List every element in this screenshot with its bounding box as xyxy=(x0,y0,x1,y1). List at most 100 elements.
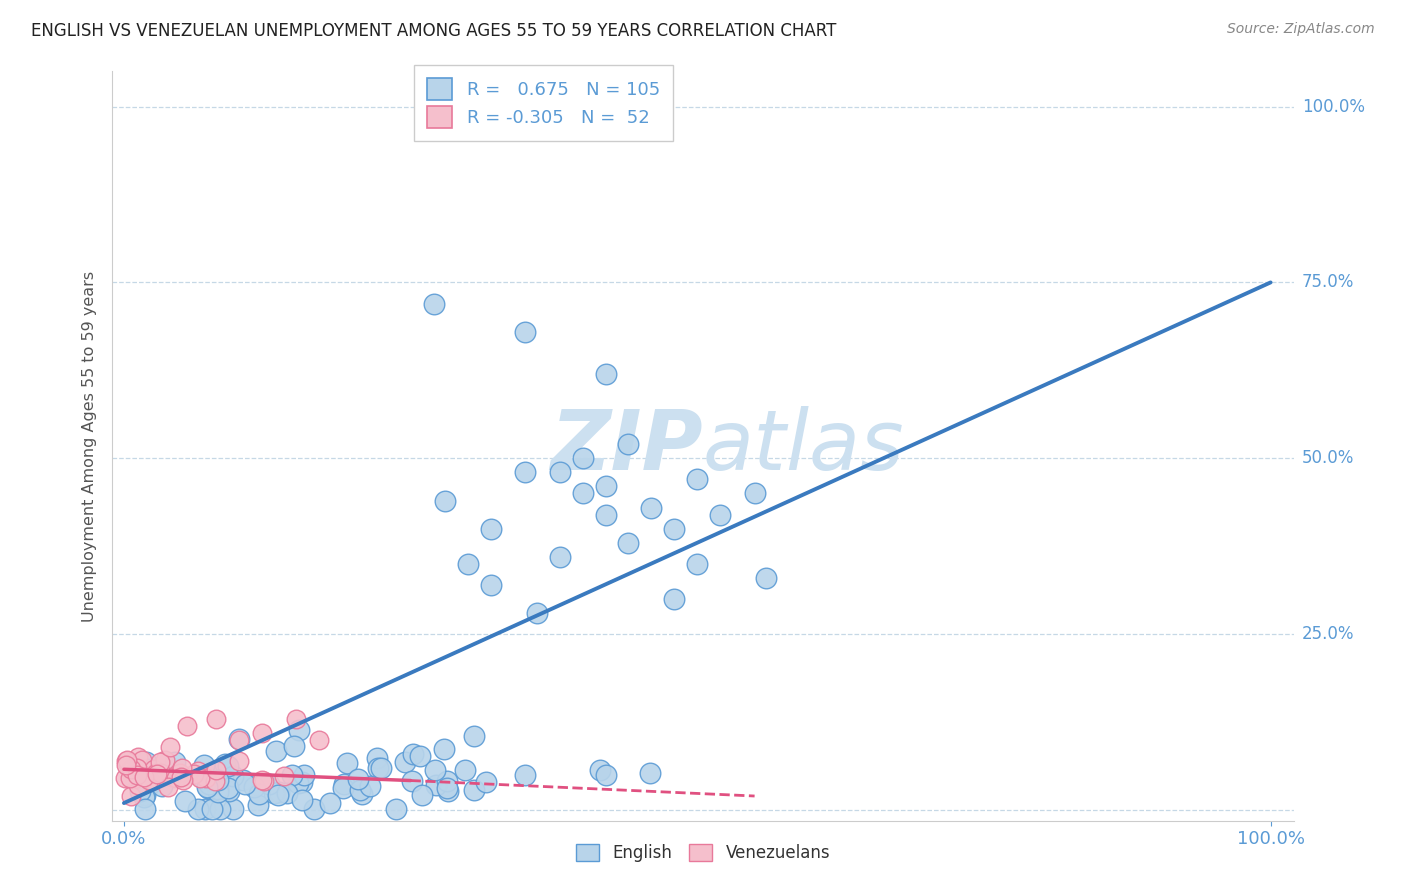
Point xyxy=(169,766,191,780)
Text: atlas: atlas xyxy=(703,406,904,486)
Point xyxy=(142,762,165,776)
Point xyxy=(193,758,215,772)
Point xyxy=(250,725,273,739)
Point xyxy=(253,773,276,788)
Point xyxy=(143,773,166,788)
Point xyxy=(463,729,485,743)
Point xyxy=(283,739,305,753)
Point xyxy=(187,764,209,778)
Point xyxy=(114,771,136,785)
Point xyxy=(436,773,458,788)
Point xyxy=(118,771,141,785)
Point xyxy=(209,802,232,816)
Point xyxy=(217,781,239,796)
Point xyxy=(433,742,456,756)
Point xyxy=(292,767,315,781)
Point xyxy=(207,781,229,796)
Point xyxy=(159,739,181,754)
Point xyxy=(425,763,447,777)
Point xyxy=(664,592,686,607)
Text: 50.0%: 50.0% xyxy=(1302,450,1354,467)
Point xyxy=(195,771,218,785)
Point xyxy=(515,325,537,339)
Point xyxy=(457,557,479,571)
Point xyxy=(207,785,229,799)
Point xyxy=(204,774,226,789)
Point xyxy=(370,762,392,776)
Point xyxy=(349,783,371,797)
Point xyxy=(138,779,160,793)
Point xyxy=(235,777,257,791)
Point xyxy=(385,802,408,816)
Point xyxy=(173,794,195,808)
Point xyxy=(120,789,142,803)
Point xyxy=(228,732,250,747)
Point xyxy=(548,466,571,480)
Point xyxy=(136,765,159,780)
Point xyxy=(218,783,240,797)
Point xyxy=(114,754,136,768)
Point xyxy=(125,761,148,775)
Point xyxy=(350,787,373,801)
Text: 100.0%: 100.0% xyxy=(1302,97,1365,116)
Point xyxy=(138,772,160,787)
Y-axis label: Unemployment Among Ages 55 to 59 years: Unemployment Among Ages 55 to 59 years xyxy=(82,270,97,622)
Point xyxy=(149,755,172,769)
Point xyxy=(135,763,157,777)
Point xyxy=(336,756,359,770)
Point xyxy=(595,479,617,493)
Point xyxy=(131,753,153,767)
Point xyxy=(155,753,177,767)
Point xyxy=(183,767,205,781)
Point xyxy=(333,777,356,791)
Point xyxy=(222,802,245,816)
Point xyxy=(143,772,166,787)
Point xyxy=(194,802,217,816)
Point xyxy=(187,802,209,816)
Point xyxy=(149,766,172,780)
Text: ZIP: ZIP xyxy=(550,406,703,486)
Point xyxy=(263,787,285,801)
Point xyxy=(664,522,686,536)
Point xyxy=(284,712,307,726)
Point xyxy=(571,451,593,466)
Point xyxy=(247,788,270,802)
Point xyxy=(332,780,354,795)
Point xyxy=(617,437,640,451)
Point xyxy=(515,466,537,480)
Point xyxy=(479,522,502,536)
Point xyxy=(129,783,152,797)
Point xyxy=(617,535,640,549)
Point xyxy=(436,780,458,795)
Point xyxy=(120,762,142,776)
Point xyxy=(232,772,254,787)
Point xyxy=(308,732,330,747)
Point xyxy=(197,781,219,796)
Point xyxy=(214,757,236,772)
Point xyxy=(208,767,231,781)
Point xyxy=(422,296,444,310)
Point xyxy=(686,557,709,571)
Point xyxy=(247,798,270,813)
Point xyxy=(115,757,138,772)
Point xyxy=(134,770,156,784)
Point xyxy=(195,780,218,795)
Point xyxy=(142,766,165,780)
Text: ENGLISH VS VENEZUELAN UNEMPLOYMENT AMONG AGES 55 TO 59 YEARS CORRELATION CHART: ENGLISH VS VENEZUELAN UNEMPLOYMENT AMONG… xyxy=(31,22,837,40)
Point xyxy=(709,508,731,522)
Text: 75.0%: 75.0% xyxy=(1302,274,1354,292)
Point xyxy=(217,759,239,773)
Point xyxy=(124,772,146,786)
Point xyxy=(228,732,250,747)
Point xyxy=(367,760,389,774)
Point xyxy=(125,765,148,780)
Point xyxy=(120,764,142,778)
Point xyxy=(686,472,709,486)
Text: Source: ZipAtlas.com: Source: ZipAtlas.com xyxy=(1227,22,1375,37)
Point xyxy=(257,777,280,791)
Point xyxy=(145,772,167,786)
Point xyxy=(163,755,186,769)
Point xyxy=(250,773,273,788)
Point xyxy=(394,756,416,770)
Point xyxy=(127,778,149,792)
